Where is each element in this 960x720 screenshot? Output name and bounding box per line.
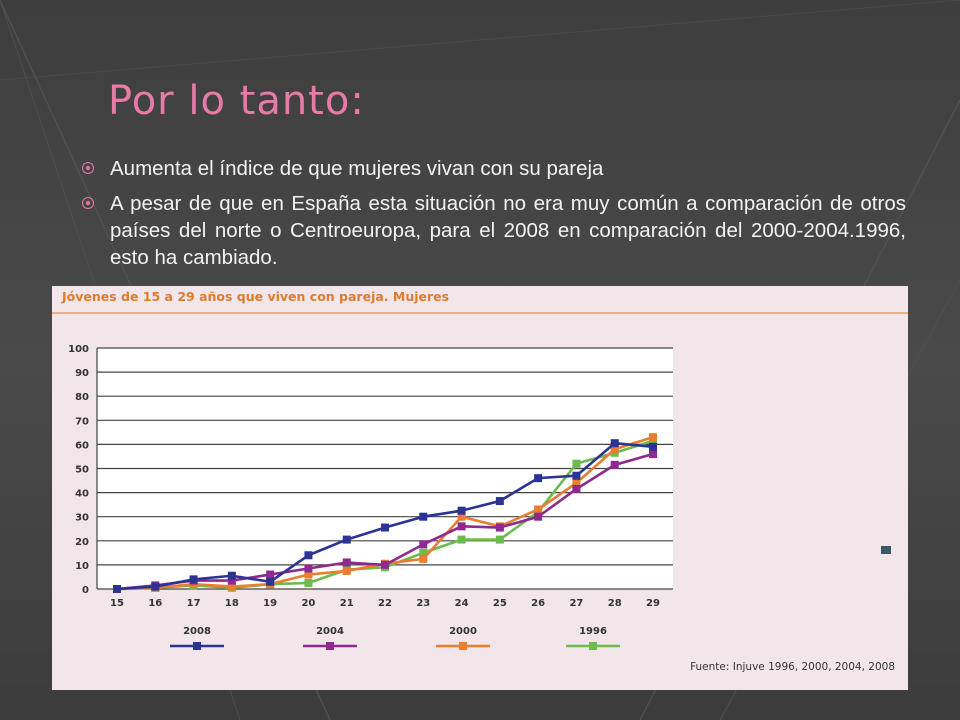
- data-point-2004: [534, 512, 543, 521]
- data-point-2000: [649, 433, 657, 442]
- source-note: Fuente: Injuve 1996, 2000, 2004, 2008: [690, 661, 895, 673]
- data-point-2008: [495, 497, 504, 506]
- data-point-2000: [572, 478, 581, 487]
- y-tick-label: 70: [75, 416, 89, 427]
- data-point-2004: [304, 564, 313, 573]
- data-point-2008: [457, 506, 466, 515]
- x-tick-label: 22: [378, 598, 392, 609]
- x-tick-label: 26: [531, 598, 545, 609]
- legend-label: 2000: [449, 626, 477, 637]
- legend-marker-2000: [459, 642, 467, 650]
- data-point-2008: [266, 577, 275, 586]
- data-point-2008: [113, 585, 121, 593]
- legend-marker-2004: [326, 642, 334, 650]
- data-point-2004: [381, 560, 389, 569]
- y-tick-label: 60: [75, 440, 89, 451]
- data-point-2004: [610, 460, 619, 469]
- data-point-2008: [381, 523, 389, 532]
- x-tick-label: 19: [263, 598, 277, 609]
- small-square-marker: [881, 546, 891, 554]
- legend-label: 2008: [183, 626, 211, 637]
- data-point-2000: [342, 566, 351, 575]
- x-tick-label: 16: [148, 598, 162, 609]
- data-point-2000: [304, 570, 313, 579]
- data-point-2004: [457, 522, 466, 531]
- x-tick-label: 27: [569, 598, 583, 609]
- chart-panel: Jóvenes de 15 a 29 años que viven con pa…: [52, 286, 908, 690]
- x-tick-label: 23: [416, 598, 430, 609]
- data-point-2004: [227, 576, 236, 585]
- data-point-2008: [610, 439, 619, 448]
- x-tick-label: 20: [301, 598, 315, 609]
- data-point-2008: [151, 582, 160, 591]
- x-tick-label: 29: [646, 598, 660, 609]
- data-point-1996: [304, 578, 313, 587]
- y-tick-label: 90: [75, 368, 89, 379]
- x-tick-label: 17: [187, 598, 201, 609]
- bullet-circle-icon: [82, 162, 94, 174]
- y-tick-label: 80: [75, 392, 89, 403]
- legend-marker-2008: [193, 642, 201, 650]
- y-tick-label: 100: [68, 344, 89, 355]
- x-tick-label: 28: [608, 598, 622, 609]
- data-point-1996: [495, 535, 504, 544]
- data-point-2004: [649, 450, 657, 459]
- data-point-2008: [572, 471, 581, 480]
- data-point-2008: [419, 512, 428, 521]
- y-tick-label: 10: [75, 561, 89, 572]
- bullet-list: Aumenta el índice de que mujeres vivan c…: [80, 155, 906, 279]
- bullet-item: Aumenta el índice de que mujeres vivan c…: [80, 155, 906, 182]
- data-point-2004: [419, 540, 428, 549]
- data-point-2008: [189, 575, 198, 584]
- line-chart: Jóvenes de 15 a 29 años que viven con pa…: [52, 289, 908, 673]
- data-point-2004: [342, 558, 351, 567]
- data-point-2008: [534, 474, 543, 483]
- legend-label: 1996: [579, 626, 607, 637]
- y-tick-label: 30: [75, 513, 89, 524]
- legend-marker-1996: [589, 642, 597, 650]
- y-tick-label: 20: [75, 537, 89, 548]
- data-point-2008: [649, 442, 657, 451]
- data-point-2004: [572, 484, 581, 493]
- data-point-1996: [419, 548, 428, 557]
- y-tick-label: 0: [82, 585, 89, 596]
- legend-label: 2004: [316, 626, 344, 637]
- data-point-2000: [610, 445, 619, 454]
- data-point-2004: [495, 523, 504, 532]
- y-tick-label: 50: [75, 465, 89, 476]
- data-point-2008: [304, 551, 313, 560]
- x-tick-label: 24: [455, 598, 469, 609]
- bullet-circle-icon: [82, 197, 94, 209]
- bullet-text: Aumenta el índice de que mujeres vivan c…: [110, 157, 604, 180]
- data-point-2000: [227, 582, 236, 591]
- x-tick-label: 15: [110, 598, 124, 609]
- bullet-text: A pesar de que en España esta situación …: [110, 192, 906, 269]
- data-point-1996: [572, 459, 581, 468]
- x-tick-label: 18: [225, 598, 239, 609]
- x-tick-label: 21: [340, 598, 354, 609]
- chart-title: Jóvenes de 15 a 29 años que viven con pa…: [61, 289, 449, 304]
- x-tick-label: 25: [493, 598, 507, 609]
- data-point-1996: [457, 535, 466, 544]
- data-point-2000: [534, 505, 543, 514]
- data-point-2004: [266, 570, 275, 579]
- bullet-item: A pesar de que en España esta situación …: [80, 190, 906, 271]
- data-point-2008: [227, 571, 236, 580]
- data-point-2000: [457, 512, 466, 521]
- y-tick-label: 40: [75, 489, 89, 500]
- slide-title: Por lo tanto:: [108, 78, 365, 124]
- data-point-2000: [419, 554, 428, 563]
- data-point-2008: [342, 535, 351, 544]
